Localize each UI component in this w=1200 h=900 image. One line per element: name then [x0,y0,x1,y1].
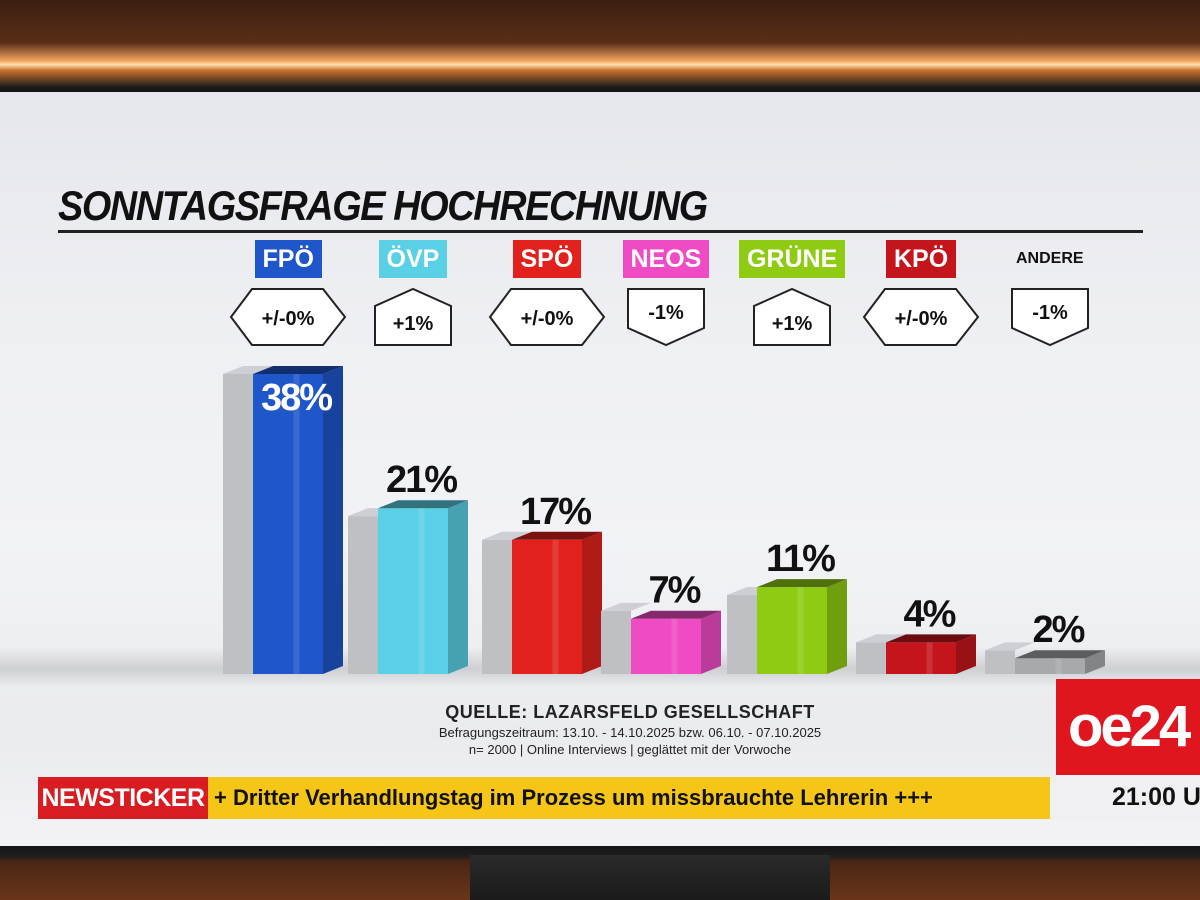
change-badge-oevp: +1% [374,287,452,346]
bar-group-neos [601,602,721,674]
bar-top-andere [1015,650,1105,659]
newsticker-label: NEWSTICKER [38,777,208,819]
bar-highlight-oevp [418,508,425,674]
bar-top-spoe [512,531,602,540]
tv-screen: SONNTAGSFRAGE HOCHRECHNUNG FPÖ ÖVP SPÖ NEOS… [0,92,1200,846]
tv-stand [470,855,830,900]
bar-side-oevp [448,500,468,674]
change-text-kpoe: +/-0% [895,308,948,330]
bar-previous-top-kpoe [856,634,906,643]
bar-side-spoe [582,531,602,674]
change-text-andere: -1% [1032,302,1068,324]
bar-previous-top-neos [601,602,651,611]
title-rule [58,230,1143,233]
party-label-neos: NEOS [622,240,710,278]
bar-gruene [757,587,827,674]
bar-neos [631,618,701,674]
bar-highlight-gruene [797,587,804,674]
bar-previous-fpoe [223,374,253,674]
bar-group-andere [985,642,1105,674]
value-label-andere: 2% [1033,609,1085,651]
bar-chart: 38% 21% 17% 7% 11% 4% 2% [223,366,1105,674]
bar-top-oevp [378,500,468,509]
source-method: n= 2000 | Online Interviews | geglättet … [468,742,792,757]
change-text-oevp: +1% [393,313,434,335]
bar-previous-top-fpoe [223,366,273,374]
change-text-spoe: +/-0% [521,308,574,330]
value-label-gruene: 11% [766,538,835,580]
change-badge-neos: -1% [627,288,705,347]
bar-kpoe [886,642,956,674]
change-badge-spoe: +/-0% [488,288,606,346]
bar-top-kpoe [886,634,976,643]
change-badge-gruene: +1% [753,287,831,346]
party-label-kpoe: KPÖ [886,240,957,278]
value-label-fpoe: 38% [261,377,332,419]
value-label-neos: 7% [649,570,701,612]
party-label-fpoe: FPÖ [254,240,322,278]
party-label-oevp: ÖVP [378,240,448,278]
bar-previous-top-andere [985,642,1035,651]
bar-side-andere [1085,650,1105,674]
source-period: Befragungszeitraum: 13.10. - 14.10.2025 … [438,725,822,740]
oe24-logo: oe24 [1056,679,1200,775]
value-label-kpoe: 4% [904,593,956,635]
bar-group-oevp [348,500,468,674]
party-label-andere: ANDERE [1016,250,1084,267]
value-label-oevp: 21% [386,459,457,501]
change-badge-kpoe: +/-0% [862,288,980,346]
chart-title: SONNTAGSFRAGE HOCHRECHNUNG [58,182,708,229]
change-badge-andere: -1% [1011,288,1089,347]
change-text-neos: -1% [648,302,684,324]
change-text-gruene: +1% [772,313,813,335]
party-label-spoe: SPÖ [512,240,582,278]
bar-andere [1015,658,1085,674]
bar-previous-kpoe [856,642,886,674]
bar-top-fpoe [253,366,343,374]
bar-group-gruene [727,579,847,674]
newsticker-text: + Dritter Verhandlungstag im Prozess um … [208,777,1050,819]
bar-previous-spoe [482,539,512,674]
bar-fpoe [253,374,323,674]
bar-side-neos [701,610,721,674]
party-label-gruene: GRÜNE [739,240,846,278]
bar-highlight-fpoe [293,374,300,674]
room-background-top [0,0,1200,95]
bar-group-fpoe [223,366,343,674]
change-badge-fpoe: +/-0% [229,288,347,346]
source-block: QUELLE: LAZARSFELD GESELLSCHAFT Befragun… [400,702,860,757]
bar-spoe [512,539,582,674]
bar-top-gruene [757,579,847,588]
bar-highlight-spoe [552,539,559,674]
clock-box: 21:00 U [1050,775,1200,821]
clock: 21:00 U [1112,783,1200,811]
bar-previous-andere [985,650,1015,674]
bar-side-fpoe [323,366,343,674]
bar-highlight-andere [1055,658,1062,674]
bar-highlight-neos [671,618,678,674]
bar-top-neos [631,610,721,619]
bar-previous-neos [601,610,631,674]
bar-group-spoe [482,531,602,674]
bar-side-kpoe [956,634,976,674]
bar-side-gruene [827,579,847,674]
bar-group-kpoe [856,634,976,674]
bar-oevp [378,508,448,674]
bar-previous-oevp [348,516,378,674]
value-label-spoe: 17% [520,491,591,533]
source-title: QUELLE: LAZARSFELD GESELLSCHAFT [445,702,815,722]
change-text-fpoe: +/-0% [262,308,315,330]
bar-previous-top-spoe [482,531,532,540]
bar-previous-gruene [727,595,757,674]
bar-highlight-kpoe [926,642,933,674]
